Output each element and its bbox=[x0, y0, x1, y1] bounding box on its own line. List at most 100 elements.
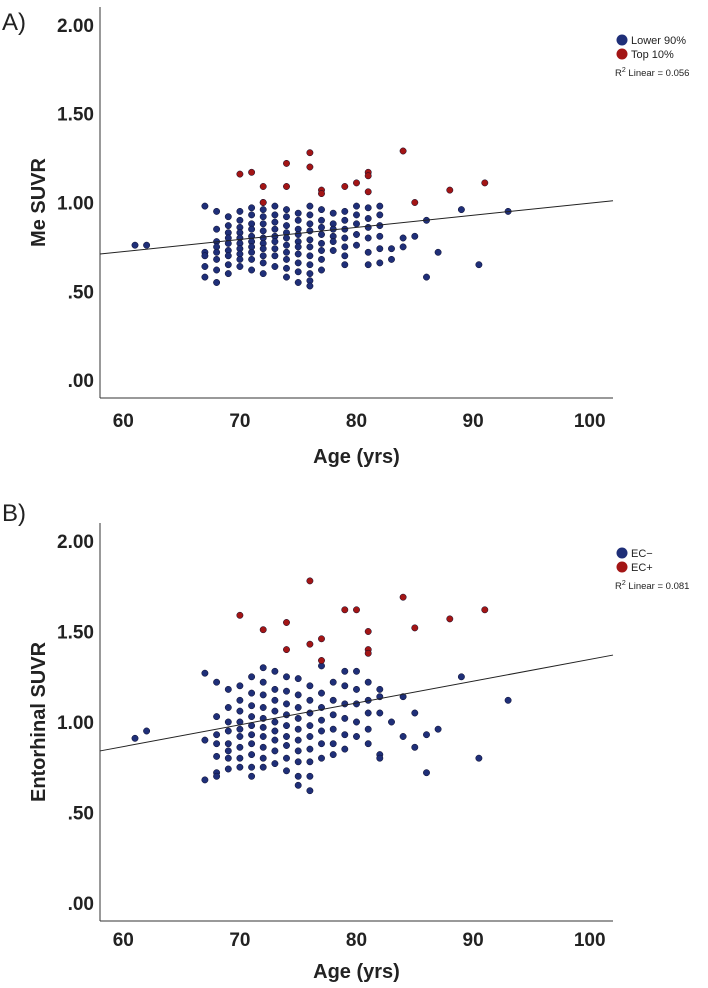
data-point bbox=[294, 747, 302, 755]
data-point bbox=[236, 733, 244, 740]
data-point bbox=[248, 673, 256, 681]
data-point bbox=[271, 211, 279, 219]
data-point bbox=[306, 243, 314, 251]
data-point bbox=[248, 225, 256, 233]
data-point bbox=[341, 252, 349, 260]
data-point bbox=[318, 689, 325, 697]
panel-label: A) bbox=[2, 9, 26, 36]
data-point bbox=[306, 149, 314, 157]
data-point bbox=[213, 225, 221, 233]
data-point bbox=[353, 202, 360, 210]
data-point bbox=[306, 202, 314, 210]
fit-line bbox=[99, 654, 614, 752]
data-point bbox=[364, 188, 372, 196]
data-point bbox=[259, 213, 267, 221]
data-point bbox=[271, 685, 279, 693]
data-point bbox=[224, 747, 232, 755]
legend-label: Top 10% bbox=[631, 49, 674, 61]
data-point bbox=[294, 243, 302, 251]
data-point bbox=[364, 248, 372, 256]
data-point bbox=[353, 179, 360, 187]
y-tick-label: 2.00 bbox=[57, 532, 94, 553]
data-point bbox=[259, 220, 267, 228]
x-tick-label: 100 bbox=[574, 411, 606, 432]
data-point bbox=[306, 758, 314, 766]
data-point bbox=[236, 216, 244, 224]
legend-marker bbox=[616, 547, 628, 559]
data-point bbox=[259, 763, 267, 771]
y-tick-label: .00 bbox=[68, 371, 94, 392]
data-point bbox=[283, 159, 290, 167]
data-point bbox=[294, 704, 302, 711]
y-tick-label: .00 bbox=[68, 894, 94, 915]
data-point bbox=[283, 234, 290, 242]
data-point bbox=[353, 220, 360, 228]
data-point bbox=[294, 725, 302, 733]
panel-a: A) .00 .50 1.00 1.50 2.00 60 70 80 90 100 Age (yrs)… bbox=[2, 7, 689, 468]
data-point bbox=[353, 241, 360, 249]
series-upper bbox=[236, 577, 489, 664]
x-tick-label: 90 bbox=[463, 411, 484, 432]
data-point bbox=[434, 725, 442, 733]
data-point bbox=[283, 754, 290, 762]
data-point bbox=[248, 255, 256, 263]
legend-label: EC+ bbox=[631, 562, 653, 574]
data-point bbox=[236, 763, 244, 771]
data-point bbox=[294, 691, 302, 699]
data-point bbox=[306, 211, 314, 219]
data-point bbox=[341, 216, 349, 224]
data-point bbox=[259, 206, 267, 214]
data-point bbox=[318, 206, 325, 214]
data-point bbox=[306, 261, 314, 269]
data-point bbox=[283, 711, 290, 719]
data-point bbox=[364, 204, 372, 212]
data-point bbox=[341, 667, 349, 675]
data-point bbox=[224, 727, 232, 735]
data-point bbox=[248, 689, 256, 697]
data-point bbox=[353, 211, 360, 219]
data-point bbox=[259, 626, 267, 634]
data-point bbox=[259, 199, 267, 206]
data-point bbox=[248, 204, 256, 212]
data-point bbox=[283, 241, 290, 249]
data-point bbox=[318, 190, 325, 198]
data-point bbox=[271, 736, 279, 744]
data-point bbox=[376, 202, 384, 210]
data-point bbox=[213, 255, 221, 263]
data-point bbox=[224, 754, 232, 762]
data-point bbox=[306, 696, 314, 704]
data-point bbox=[294, 758, 302, 766]
data-point bbox=[213, 207, 221, 215]
data-point bbox=[259, 664, 267, 672]
data-point bbox=[329, 209, 337, 217]
data-point bbox=[457, 673, 465, 681]
data-point bbox=[411, 232, 419, 240]
data-point bbox=[306, 682, 314, 690]
fit-line bbox=[99, 200, 614, 255]
data-point bbox=[283, 273, 290, 281]
data-point bbox=[364, 234, 372, 242]
data-point bbox=[283, 255, 290, 263]
data-point bbox=[294, 279, 302, 286]
data-point bbox=[411, 624, 419, 632]
data-point bbox=[213, 279, 221, 286]
data-point bbox=[131, 241, 139, 249]
data-point bbox=[364, 223, 372, 231]
data-point bbox=[294, 209, 302, 217]
data-point bbox=[341, 745, 349, 753]
data-point bbox=[353, 733, 360, 740]
data-point bbox=[259, 259, 267, 267]
data-point bbox=[236, 207, 244, 215]
data-point bbox=[306, 252, 314, 260]
data-point bbox=[248, 763, 256, 771]
data-point bbox=[248, 266, 256, 274]
data-point bbox=[224, 261, 232, 269]
data-point bbox=[201, 776, 209, 784]
data-point bbox=[318, 231, 325, 238]
data-point bbox=[364, 740, 372, 748]
data-point bbox=[341, 234, 349, 242]
data-point bbox=[353, 685, 360, 693]
data-point bbox=[341, 243, 349, 251]
r2-label: R2 Linear = 0.056 bbox=[615, 67, 689, 79]
